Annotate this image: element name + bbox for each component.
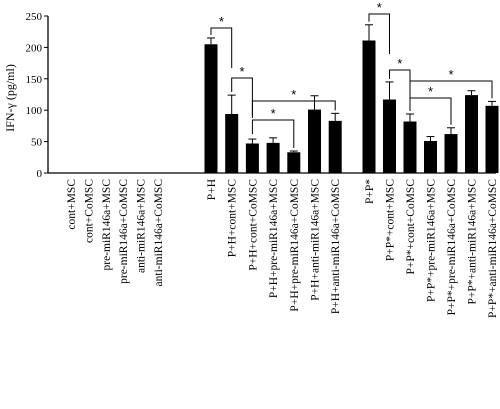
x-category-label-20: P+P*+anti-miR146a+CoMSC [487, 179, 499, 318]
y-axis-title: IFN-γ (pg/ml) [3, 64, 17, 132]
y-axis-ticks: 0 50 100 150 200 250 [26, 11, 48, 180]
x-category-label-6: anti-miR146a+CoMSC [153, 179, 165, 287]
y-tick-label-150: 150 [26, 74, 43, 86]
x-category-label-16: P+P*+cont+CoMSC [405, 179, 417, 275]
significance-bracket-8 [409, 80, 493, 99]
significance-bracket-2 [231, 77, 253, 118]
significance-brackets: * * * * * * * * [210, 0, 493, 149]
bar-16 [403, 121, 417, 173]
x-category-label-10: P+H+pre-miR146a+MSC [268, 179, 280, 298]
x-axis-category-labels: cont+MSC cont+CoMSC pre-miR146a+MSC pre-miR… [66, 179, 499, 318]
bar-13 [328, 120, 342, 173]
significance-bracket-1 [210, 27, 233, 68]
bar-9 [245, 143, 259, 173]
y-tick-label-100: 100 [26, 105, 43, 117]
significance-star-6: * [397, 56, 402, 71]
x-category-label-18: P+P*+pre-miR146a+CoMSC [446, 179, 458, 316]
y-tick-label-250: 250 [26, 11, 43, 23]
significance-star-4: * [291, 87, 296, 102]
y-tick-label-50: 50 [31, 137, 43, 149]
bar-8 [225, 113, 239, 173]
x-category-label-9: P+H+cont+CoMSC [247, 179, 259, 271]
significance-star-8: * [448, 67, 453, 82]
significance-star-2: * [240, 64, 245, 79]
x-category-label-5: anti-miR146a+MSC [136, 179, 148, 273]
x-category-label-3: pre-miR146a+MSC [101, 179, 113, 271]
significance-star-1: * [219, 14, 224, 29]
bar-11 [287, 152, 301, 173]
x-category-label-1: cont+MSC [66, 179, 78, 230]
x-category-label-15: P+P*+cont+MSC [385, 179, 397, 261]
x-category-label-8: P+H+cont+MSC [227, 179, 239, 258]
bars [204, 40, 499, 174]
x-category-label-7: P+H [206, 179, 218, 200]
bar-7 [204, 44, 218, 174]
x-category-label-14: P+P* [364, 179, 376, 204]
x-category-label-4: pre-miR146a+CoMSC [118, 179, 130, 284]
bar-17 [424, 140, 437, 173]
significance-star-7: * [428, 84, 433, 99]
significance-star-5: * [377, 0, 382, 15]
x-category-label-2: cont+CoMSC [83, 179, 95, 243]
y-tick-label-200: 200 [26, 42, 43, 54]
significance-star-3: * [271, 106, 276, 121]
significance-bracket-5 [368, 13, 390, 54]
y-tick-label-0: 0 [37, 168, 43, 180]
significance-bracket-7 [409, 97, 452, 125]
x-category-label-13: P+H+anti-miR146a+CoMSC [330, 179, 342, 314]
bar-10 [266, 142, 280, 173]
x-category-label-11: P+H+pre-miR146a+CoMSC [289, 179, 301, 312]
bar-18 [444, 134, 458, 173]
x-category-label-19: P+P*+anti-miR146a+MSC [467, 179, 479, 305]
bar-12 [308, 109, 321, 173]
error-bars [207, 24, 496, 153]
bar-19 [465, 95, 478, 173]
x-category-label-12: P+H+anti-miR146a+MSC [310, 179, 322, 301]
bar-15 [383, 99, 396, 173]
significance-bracket-4 [251, 100, 336, 115]
bar-20 [485, 105, 499, 173]
significance-bracket-3 [251, 119, 295, 149]
x-category-label-17: P+P*+pre-miR146a+MSC [426, 179, 438, 302]
y-axis-title-group: IFN-γ (pg/ml) [3, 64, 17, 132]
bar-14 [362, 40, 376, 173]
